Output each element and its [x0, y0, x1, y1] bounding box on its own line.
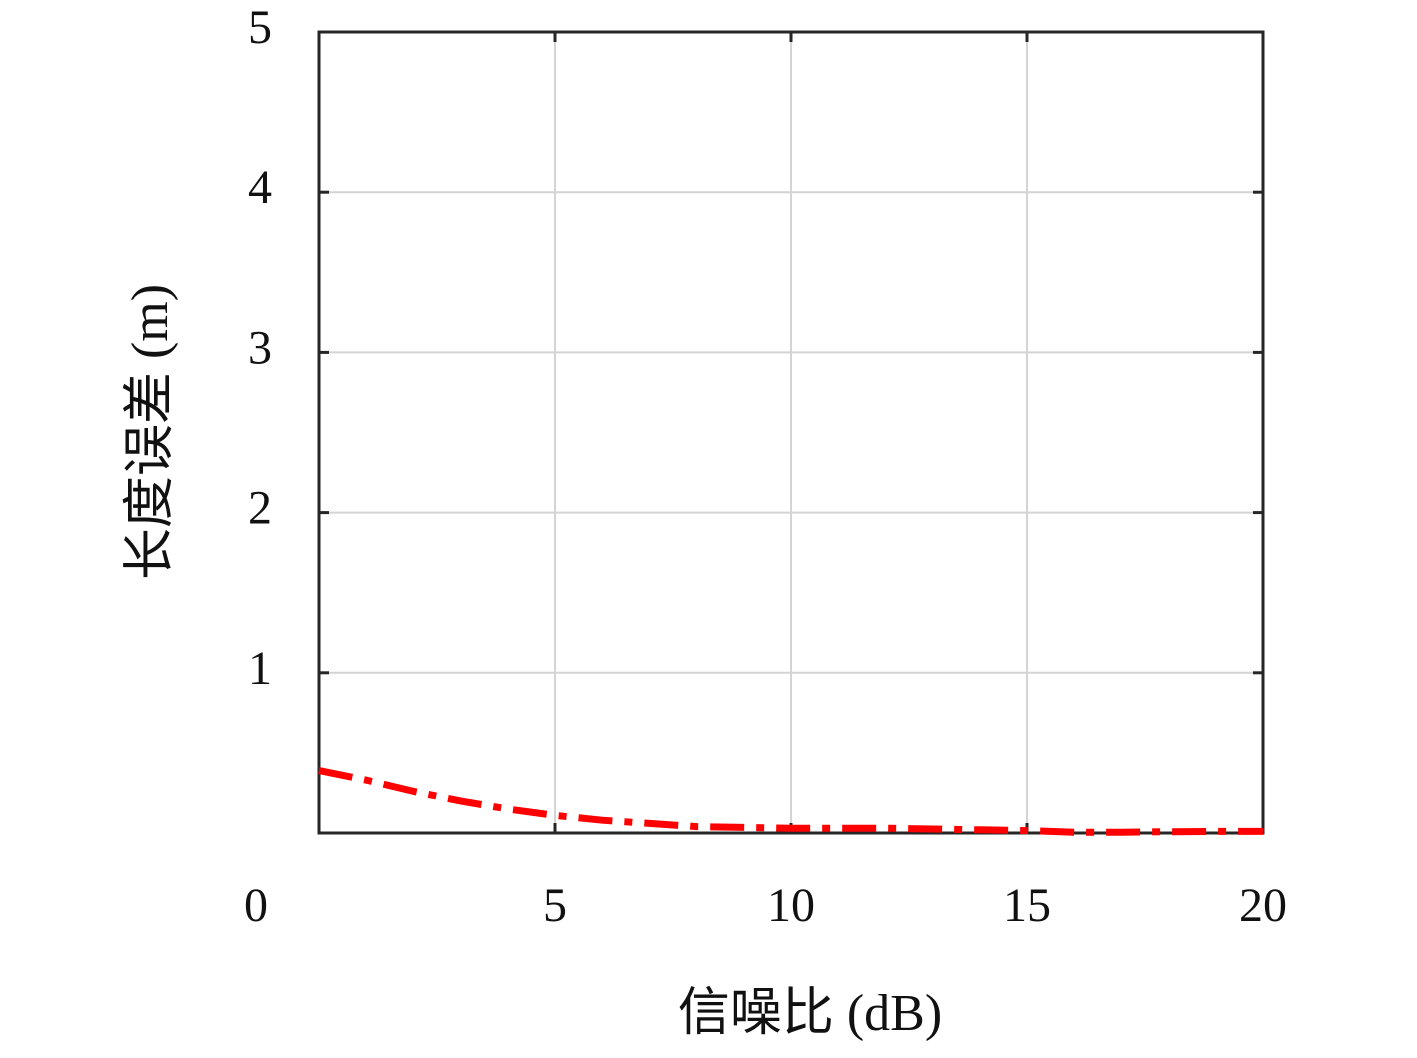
- y-tick-label: 5: [248, 1, 272, 54]
- plot-frame: [317, 30, 1265, 835]
- data-line: [318, 767, 1263, 836]
- x-tick-label: 5: [543, 879, 567, 932]
- y-tick-label: 1: [248, 642, 272, 695]
- x-tick-label: 0: [244, 879, 268, 932]
- y-axis-label: 长度误差 (m): [122, 284, 179, 580]
- y-tick-label: 4: [248, 161, 272, 214]
- x-tick-label: 10: [767, 879, 815, 932]
- x-tick-label: 20: [1239, 879, 1287, 932]
- x-axis-label: 信噪比 (dB): [678, 985, 942, 1042]
- y-tick-label: 3: [248, 321, 272, 374]
- y-tick-label: 2: [248, 482, 272, 535]
- x-tick-label: 15: [1003, 879, 1051, 932]
